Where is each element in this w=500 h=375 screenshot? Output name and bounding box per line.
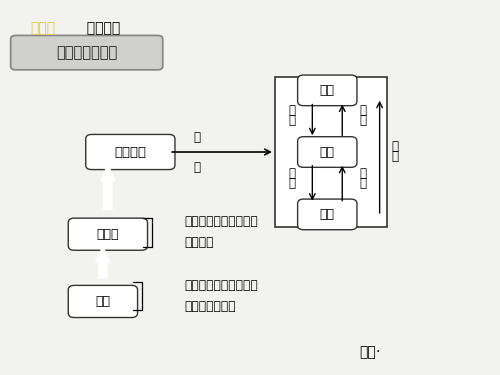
- Text: 液: 液: [288, 104, 296, 117]
- Text: 单位：摄氏温度: 单位：摄氏温度: [184, 300, 236, 313]
- FancyArrow shape: [101, 165, 115, 209]
- FancyArrow shape: [96, 246, 110, 278]
- Text: 凝: 凝: [288, 167, 296, 180]
- Text: 华: 华: [193, 160, 200, 174]
- FancyBboxPatch shape: [10, 36, 162, 70]
- Text: 熔: 熔: [359, 167, 366, 180]
- FancyBboxPatch shape: [86, 135, 175, 170]
- Bar: [275, 76, 387, 227]
- Text: 物态变化: 物态变化: [114, 146, 146, 159]
- FancyBboxPatch shape: [298, 137, 357, 167]
- Text: 固体: 固体: [320, 208, 335, 221]
- Text: 华: 华: [391, 150, 398, 163]
- Text: 概念：物体的冷热程度: 概念：物体的冷热程度: [184, 279, 258, 292]
- Text: 物理·: 物理·: [360, 345, 381, 359]
- FancyBboxPatch shape: [298, 75, 357, 106]
- Text: 气体: 气体: [320, 84, 335, 97]
- FancyBboxPatch shape: [68, 285, 138, 318]
- Text: 升: 升: [391, 140, 398, 153]
- FancyBboxPatch shape: [298, 199, 357, 230]
- Text: 化: 化: [359, 114, 366, 128]
- Text: 温度计: 温度计: [96, 228, 119, 241]
- Text: 化: 化: [288, 114, 296, 128]
- Text: 固: 固: [288, 177, 296, 190]
- Text: 使用方法: 使用方法: [184, 236, 214, 249]
- Text: 汽: 汽: [359, 104, 366, 117]
- Text: 液体: 液体: [320, 146, 335, 159]
- Text: 化: 化: [359, 177, 366, 190]
- Text: 物态变化: 物态变化: [78, 21, 120, 35]
- Text: 凝: 凝: [193, 131, 200, 144]
- FancyBboxPatch shape: [68, 218, 148, 250]
- Text: 第三章: 第三章: [30, 21, 56, 35]
- Text: 思维感悟成体系: 思维感悟成体系: [56, 45, 117, 60]
- Text: 温度: 温度: [96, 295, 110, 308]
- Text: 原理：液体的热胀冷缩: 原理：液体的热胀冷缩: [184, 215, 258, 228]
